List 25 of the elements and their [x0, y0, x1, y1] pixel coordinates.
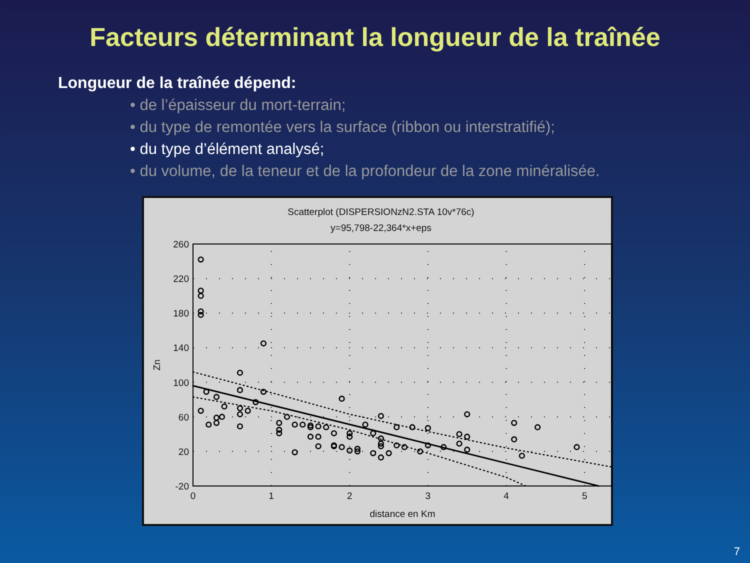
y-tick-label: 180 — [173, 308, 189, 320]
y-axis-title: Zn — [152, 359, 163, 371]
x-tick-label: 2 — [346, 491, 352, 502]
y-tick-label: -20 — [175, 482, 189, 492]
x-axis-title: distance en Km — [370, 509, 436, 520]
x-tick-label: 1 — [268, 491, 274, 502]
x-tick-label: 3 — [425, 491, 431, 502]
text: • du type d’élément analysé; — [130, 141, 324, 158]
text: 7 — [734, 546, 740, 558]
chart-title: Facteurs déterminant la longueur de la traînée — [90, 22, 660, 52]
y-tick-label: 220 — [173, 274, 189, 286]
y-tick-label: 260 — [173, 240, 189, 250]
text: • du type de remontée vers la surface (ribbon ou interstratifié); — [130, 119, 555, 136]
x-tick-label: 4 — [504, 491, 509, 502]
y-tick-label: 100 — [173, 378, 189, 389]
text: y=95,798-22,364*x+eps — [330, 223, 432, 234]
y-tick-label: 60 — [178, 412, 189, 424]
chart-subtitle: Scatterplot (DISPERSIONzN2.STA 10v*76c) — [288, 207, 474, 218]
x-tick-label: 5 — [582, 491, 588, 502]
text: • du volume, de la teneur et de la profondeur de la zone minéralisée. — [130, 163, 600, 180]
y-tick-label: 140 — [173, 343, 189, 354]
text: Longueur de la traînée dépend: — [58, 75, 296, 92]
x-tick-label: 0 — [190, 491, 196, 502]
y-tick-label: 20 — [178, 446, 189, 458]
text: • de l’épaisseur du mort-terrain; — [130, 97, 346, 114]
